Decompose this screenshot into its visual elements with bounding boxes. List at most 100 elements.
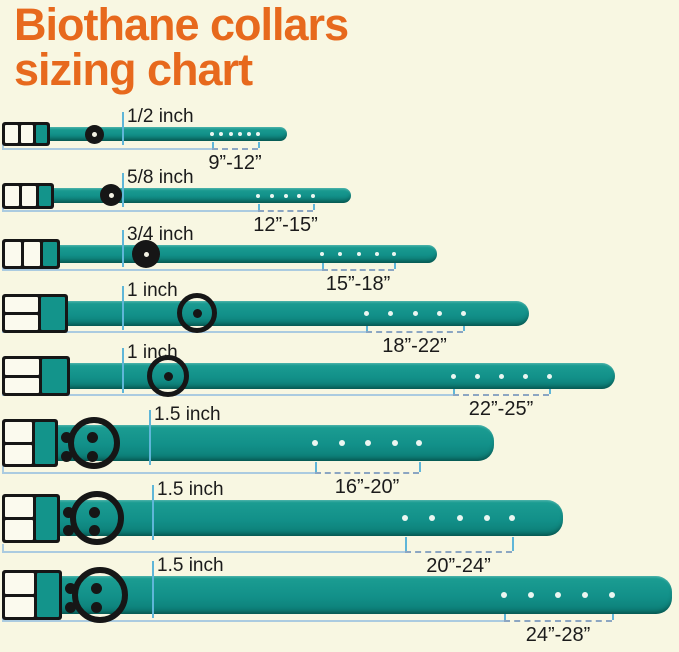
size-bracket-tick [549, 388, 551, 394]
rivet [64, 582, 76, 594]
strap-hole [312, 440, 318, 446]
page-title-line2: sizing chart [14, 44, 253, 95]
collar-strap [20, 245, 437, 263]
buckle-cell [5, 186, 20, 206]
size-bracket-tick [512, 537, 514, 551]
strap-hole [357, 252, 361, 256]
buckle-frame [2, 239, 60, 269]
d-ring-icon [147, 355, 189, 397]
size-bracket-line [2, 620, 504, 622]
strap-hole [436, 311, 442, 316]
ring-pin [143, 251, 149, 257]
buckle-cell [20, 125, 34, 143]
size-bracket-line [2, 472, 315, 474]
buckle-frame [2, 356, 70, 396]
strap-hole [338, 252, 342, 256]
buckle-cell [5, 359, 39, 375]
rivet [62, 506, 74, 518]
size-bracket-tick [315, 462, 317, 472]
ring-pin [91, 131, 97, 137]
buckle-frame [2, 294, 68, 333]
rivet [60, 431, 72, 443]
width-label: 1 inch [127, 342, 178, 363]
buckle-cell [24, 242, 41, 266]
width-label: 1.5 inch [157, 555, 224, 576]
width-label: 1.5 inch [157, 479, 224, 500]
size-bracket-tick [258, 204, 260, 210]
strap-hole [256, 193, 260, 198]
size-bracket-dashed [453, 394, 549, 396]
width-label-line [122, 348, 124, 393]
strap-hole [247, 132, 251, 136]
size-bracket-line [2, 148, 212, 150]
buckle-frame [2, 419, 58, 467]
collar-strap [20, 188, 351, 203]
strap-hole [555, 592, 561, 598]
buckle-cell [5, 125, 18, 143]
buckle-cells [5, 297, 38, 330]
d-ring-icon [68, 417, 120, 469]
width-label-line [122, 173, 124, 207]
buckle-cell [5, 377, 39, 393]
strap-hole [501, 592, 507, 598]
width-label-line [152, 561, 154, 618]
strap-hole [416, 440, 422, 446]
size-range-label: 15”-18” [325, 273, 391, 295]
strap-hole [522, 373, 528, 379]
ring-pin [163, 371, 173, 381]
buckle-keeper [39, 186, 51, 206]
size-range-label: 9”-12” [208, 152, 262, 174]
strap-hole [509, 515, 515, 521]
d-ring-icon [72, 567, 128, 623]
size-bracket-dashed [322, 269, 394, 271]
buckle-keeper [36, 125, 47, 143]
strap-hole [297, 193, 301, 198]
buckle-cells [5, 422, 33, 464]
strap-hole [270, 193, 274, 198]
size-bracket-dashed [504, 620, 612, 622]
size-bracket-tick [419, 462, 421, 472]
buckle-cells [5, 573, 35, 617]
rivet [60, 450, 72, 462]
strap-hole [339, 440, 345, 446]
size-bracket-line [2, 551, 405, 553]
buckle-keeper [37, 573, 59, 617]
strap-hole [582, 592, 588, 598]
size-bracket-tick [463, 325, 465, 331]
strap-hole [402, 515, 408, 521]
d-ring-icon [177, 293, 217, 333]
page-title: Biothane collars sizing chart [14, 0, 349, 95]
buckle-cell [5, 297, 38, 312]
size-bracket-dashed [212, 148, 258, 150]
strap-hole [387, 311, 393, 316]
size-bracket-tick [2, 465, 4, 472]
size-bracket-dashed [315, 472, 419, 474]
page-title-line1: Biothane collars [14, 0, 349, 50]
strap-hole [210, 132, 214, 136]
d-ring-icon [132, 240, 160, 268]
d-ring-icon [100, 184, 122, 206]
size-bracket-line [2, 331, 366, 333]
strap-hole [484, 515, 490, 521]
buckle-cell [5, 242, 22, 266]
size-range-label: 12”-15” [253, 214, 318, 236]
buckle-cell [5, 315, 38, 330]
d-ring-icon [84, 124, 104, 144]
rivet [62, 524, 74, 536]
width-label-line [152, 485, 154, 540]
buckle-cell [22, 186, 37, 206]
size-bracket-tick [394, 263, 396, 269]
rivet [64, 601, 76, 613]
width-label-line [122, 286, 124, 330]
size-bracket-tick [258, 142, 260, 148]
size-range-label: 16”-20” [334, 476, 400, 498]
buckle-keeper [43, 242, 57, 266]
strap-hole [284, 193, 288, 198]
width-label: 1/2 inch [127, 106, 194, 127]
buckle-frame [2, 122, 50, 146]
size-bracket-tick [504, 614, 506, 620]
strap-hole [256, 132, 260, 136]
size-bracket-tick [612, 614, 614, 620]
size-range-label: 20”-24” [426, 555, 491, 577]
size-bracket-dashed [366, 331, 463, 333]
